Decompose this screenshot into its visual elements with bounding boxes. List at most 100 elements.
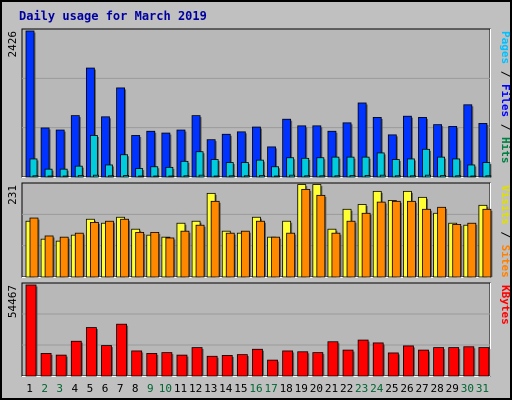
bar-kbytes-day-21 (327, 341, 339, 377)
bar-files-day-18 (286, 157, 295, 178)
x-tick-label-day-27: 27 (415, 382, 428, 395)
bar-pages-day-23 (364, 175, 371, 178)
bar-sites-day-31 (482, 208, 492, 278)
bar-kbytes-day-11 (176, 354, 188, 377)
legend-item-hits: Hits (499, 137, 510, 164)
bar-kbytes-day-19 (297, 351, 309, 377)
legend-separator: / (499, 64, 510, 84)
bar-kbytes-day-4 (70, 340, 82, 377)
legend-separator: / (499, 225, 510, 245)
bar-sites-day-10 (165, 237, 175, 278)
x-tick-label-day-22: 22 (340, 382, 353, 395)
legend-pages-files-hits: Pages / Files / Hits (499, 31, 510, 164)
x-tick-label-day-26: 26 (400, 382, 413, 395)
legend-item-files: Files (499, 84, 510, 117)
bar-kbytes-day-16 (252, 348, 263, 377)
x-tick-label-day-10: 10 (159, 382, 172, 395)
x-tick-label-day-24: 24 (370, 382, 384, 395)
bar-pages-day-31 (485, 175, 492, 178)
bar-kbytes-day-17 (267, 359, 278, 377)
bar-sites-day-9 (150, 231, 160, 278)
bar-sites-day-26 (407, 200, 416, 278)
bar-kbytes-day-25 (387, 352, 399, 377)
bar-pages-day-18 (289, 174, 296, 178)
bar-sites-day-3 (59, 236, 69, 278)
bar-sites-day-1 (29, 217, 39, 278)
x-tick-label-day-4: 4 (72, 382, 79, 395)
x-tick-label-day-14: 14 (219, 382, 233, 395)
bar-pages-day-8 (138, 175, 145, 178)
bar-sites-day-24 (376, 201, 386, 278)
bar-sites-day-14 (225, 232, 235, 278)
bar-pages-day-7 (123, 175, 129, 178)
x-tick-label-day-16: 16 (249, 382, 262, 395)
bar-sites-day-18 (286, 232, 296, 278)
bar-sites-day-15 (240, 230, 250, 278)
bar-files-day-10 (165, 166, 174, 178)
bar-pages-day-15 (243, 175, 250, 178)
bar-pages-day-10 (168, 175, 175, 178)
x-tick-label-day-6: 6 (102, 382, 109, 395)
x-tick-label-day-29: 29 (446, 382, 459, 395)
bar-sites-day-28 (437, 206, 447, 278)
graph-title: Daily usage for March 2019 (19, 9, 207, 23)
bar-pages-day-30 (470, 175, 477, 178)
x-tick-label-day-25: 25 (385, 382, 398, 395)
bar-kbytes-day-6 (101, 345, 112, 377)
bar-kbytes-day-29 (448, 347, 460, 377)
bar-kbytes-day-27 (418, 349, 429, 377)
bar-files-day-13 (210, 159, 219, 178)
bar-sites-day-17 (271, 236, 280, 278)
bar-pages-day-6 (108, 175, 114, 178)
bar-kbytes-day-13 (206, 355, 218, 377)
bar-files-day-29 (452, 158, 461, 178)
bar-sites-day-19 (301, 188, 311, 278)
bar-kbytes-day-3 (55, 354, 67, 377)
bar-pages-day-27 (425, 174, 431, 178)
x-tick-label-day-21: 21 (325, 382, 338, 395)
bar-pages-day-12 (198, 174, 205, 178)
bar-sites-day-2 (44, 235, 54, 278)
bar-kbytes-day-12 (191, 347, 203, 377)
bar-kbytes-day-15 (236, 354, 248, 377)
x-tick-label-day-8: 8 (132, 382, 139, 395)
bar-sites-day-21 (331, 232, 341, 278)
x-tick-label-day-23: 23 (355, 382, 368, 395)
bar-kbytes-day-30 (463, 346, 475, 377)
bar-kbytes-day-26 (403, 345, 414, 377)
bar-kbytes-day-10 (161, 352, 173, 377)
bar-kbytes-day-18 (282, 350, 294, 377)
bar-pages-day-26 (410, 175, 416, 178)
bar-pages-day-2 (47, 175, 54, 178)
bar-pages-day-19 (304, 175, 311, 178)
legend-item-sites: Sites (499, 245, 510, 278)
x-tick-label-day-31: 31 (476, 382, 489, 395)
bar-pages-day-9 (153, 175, 160, 178)
bar-pages-day-16 (259, 175, 265, 178)
x-tick-label-day-1: 1 (26, 382, 33, 395)
bar-sites-day-11 (180, 230, 190, 278)
x-tick-label-day-3: 3 (56, 382, 63, 395)
bar-kbytes-day-31 (478, 347, 490, 377)
x-tick-label-day-19: 19 (295, 382, 308, 395)
bar-files-day-24 (376, 152, 385, 178)
x-tick-label-day-17: 17 (264, 382, 277, 395)
bar-pages-day-22 (349, 175, 356, 178)
bar-files-day-7 (120, 154, 128, 178)
bar-kbytes-day-1 (25, 284, 37, 377)
bar-files-day-9 (150, 166, 159, 178)
bar-pages-day-1 (32, 175, 39, 178)
bar-files-day-30 (467, 164, 476, 178)
bar-kbytes-day-22 (342, 349, 354, 377)
bar-sites-day-25 (391, 200, 401, 278)
bar-kbytes-day-8 (131, 350, 143, 377)
bar-pages-day-4 (77, 175, 84, 178)
legend-item-pages: Pages (499, 31, 510, 64)
bar-files-day-21 (331, 156, 340, 178)
bar-kbytes-day-20 (312, 352, 324, 377)
bar-files-day-31 (482, 162, 491, 178)
bar-sites-day-23 (361, 212, 371, 278)
bar-kbytes-day-24 (372, 342, 384, 377)
y-max-label: 2426 (6, 31, 19, 58)
